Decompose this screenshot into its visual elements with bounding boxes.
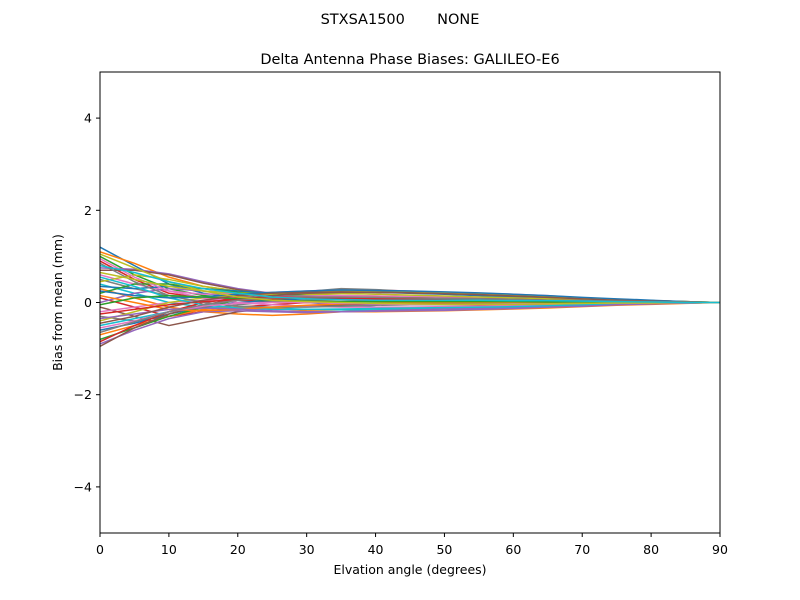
x-tick-label: 30: [299, 542, 315, 557]
y-tick-label: 2: [84, 203, 92, 218]
x-axis-label: Elvation angle (degrees): [333, 562, 486, 577]
series-layer: [100, 246, 720, 347]
x-tick-label: 80: [643, 542, 659, 557]
y-tick-label: 4: [84, 111, 92, 126]
chart-title: Delta Antenna Phase Biases: GALILEO-E6: [260, 52, 559, 68]
x-tick-label: 50: [436, 542, 452, 557]
y-axis-label: Bias from mean (mm): [50, 234, 65, 371]
x-tick-label: 20: [230, 542, 246, 557]
x-tick-label: 70: [574, 542, 590, 557]
y-axis-ticks: −4 −2 0 2 4: [74, 111, 100, 494]
x-tick-label: 60: [505, 542, 521, 557]
x-tick-label: 0: [96, 542, 104, 557]
series-line: [100, 291, 720, 324]
series-line: [100, 264, 720, 304]
x-axis-ticks: 0 10 20 30 40 50 60 70 80 90: [96, 533, 728, 557]
y-tick-label: −4: [74, 479, 92, 494]
x-tick-label: 90: [712, 542, 728, 557]
x-tick-label: 40: [368, 542, 384, 557]
y-tick-label: −2: [74, 387, 92, 402]
y-tick-label: 0: [84, 295, 92, 310]
series-line: [100, 253, 720, 306]
series-line: [100, 301, 720, 320]
figure-suptitle: STXSA1500 NONE: [321, 12, 480, 28]
x-tick-label: 10: [161, 542, 177, 557]
